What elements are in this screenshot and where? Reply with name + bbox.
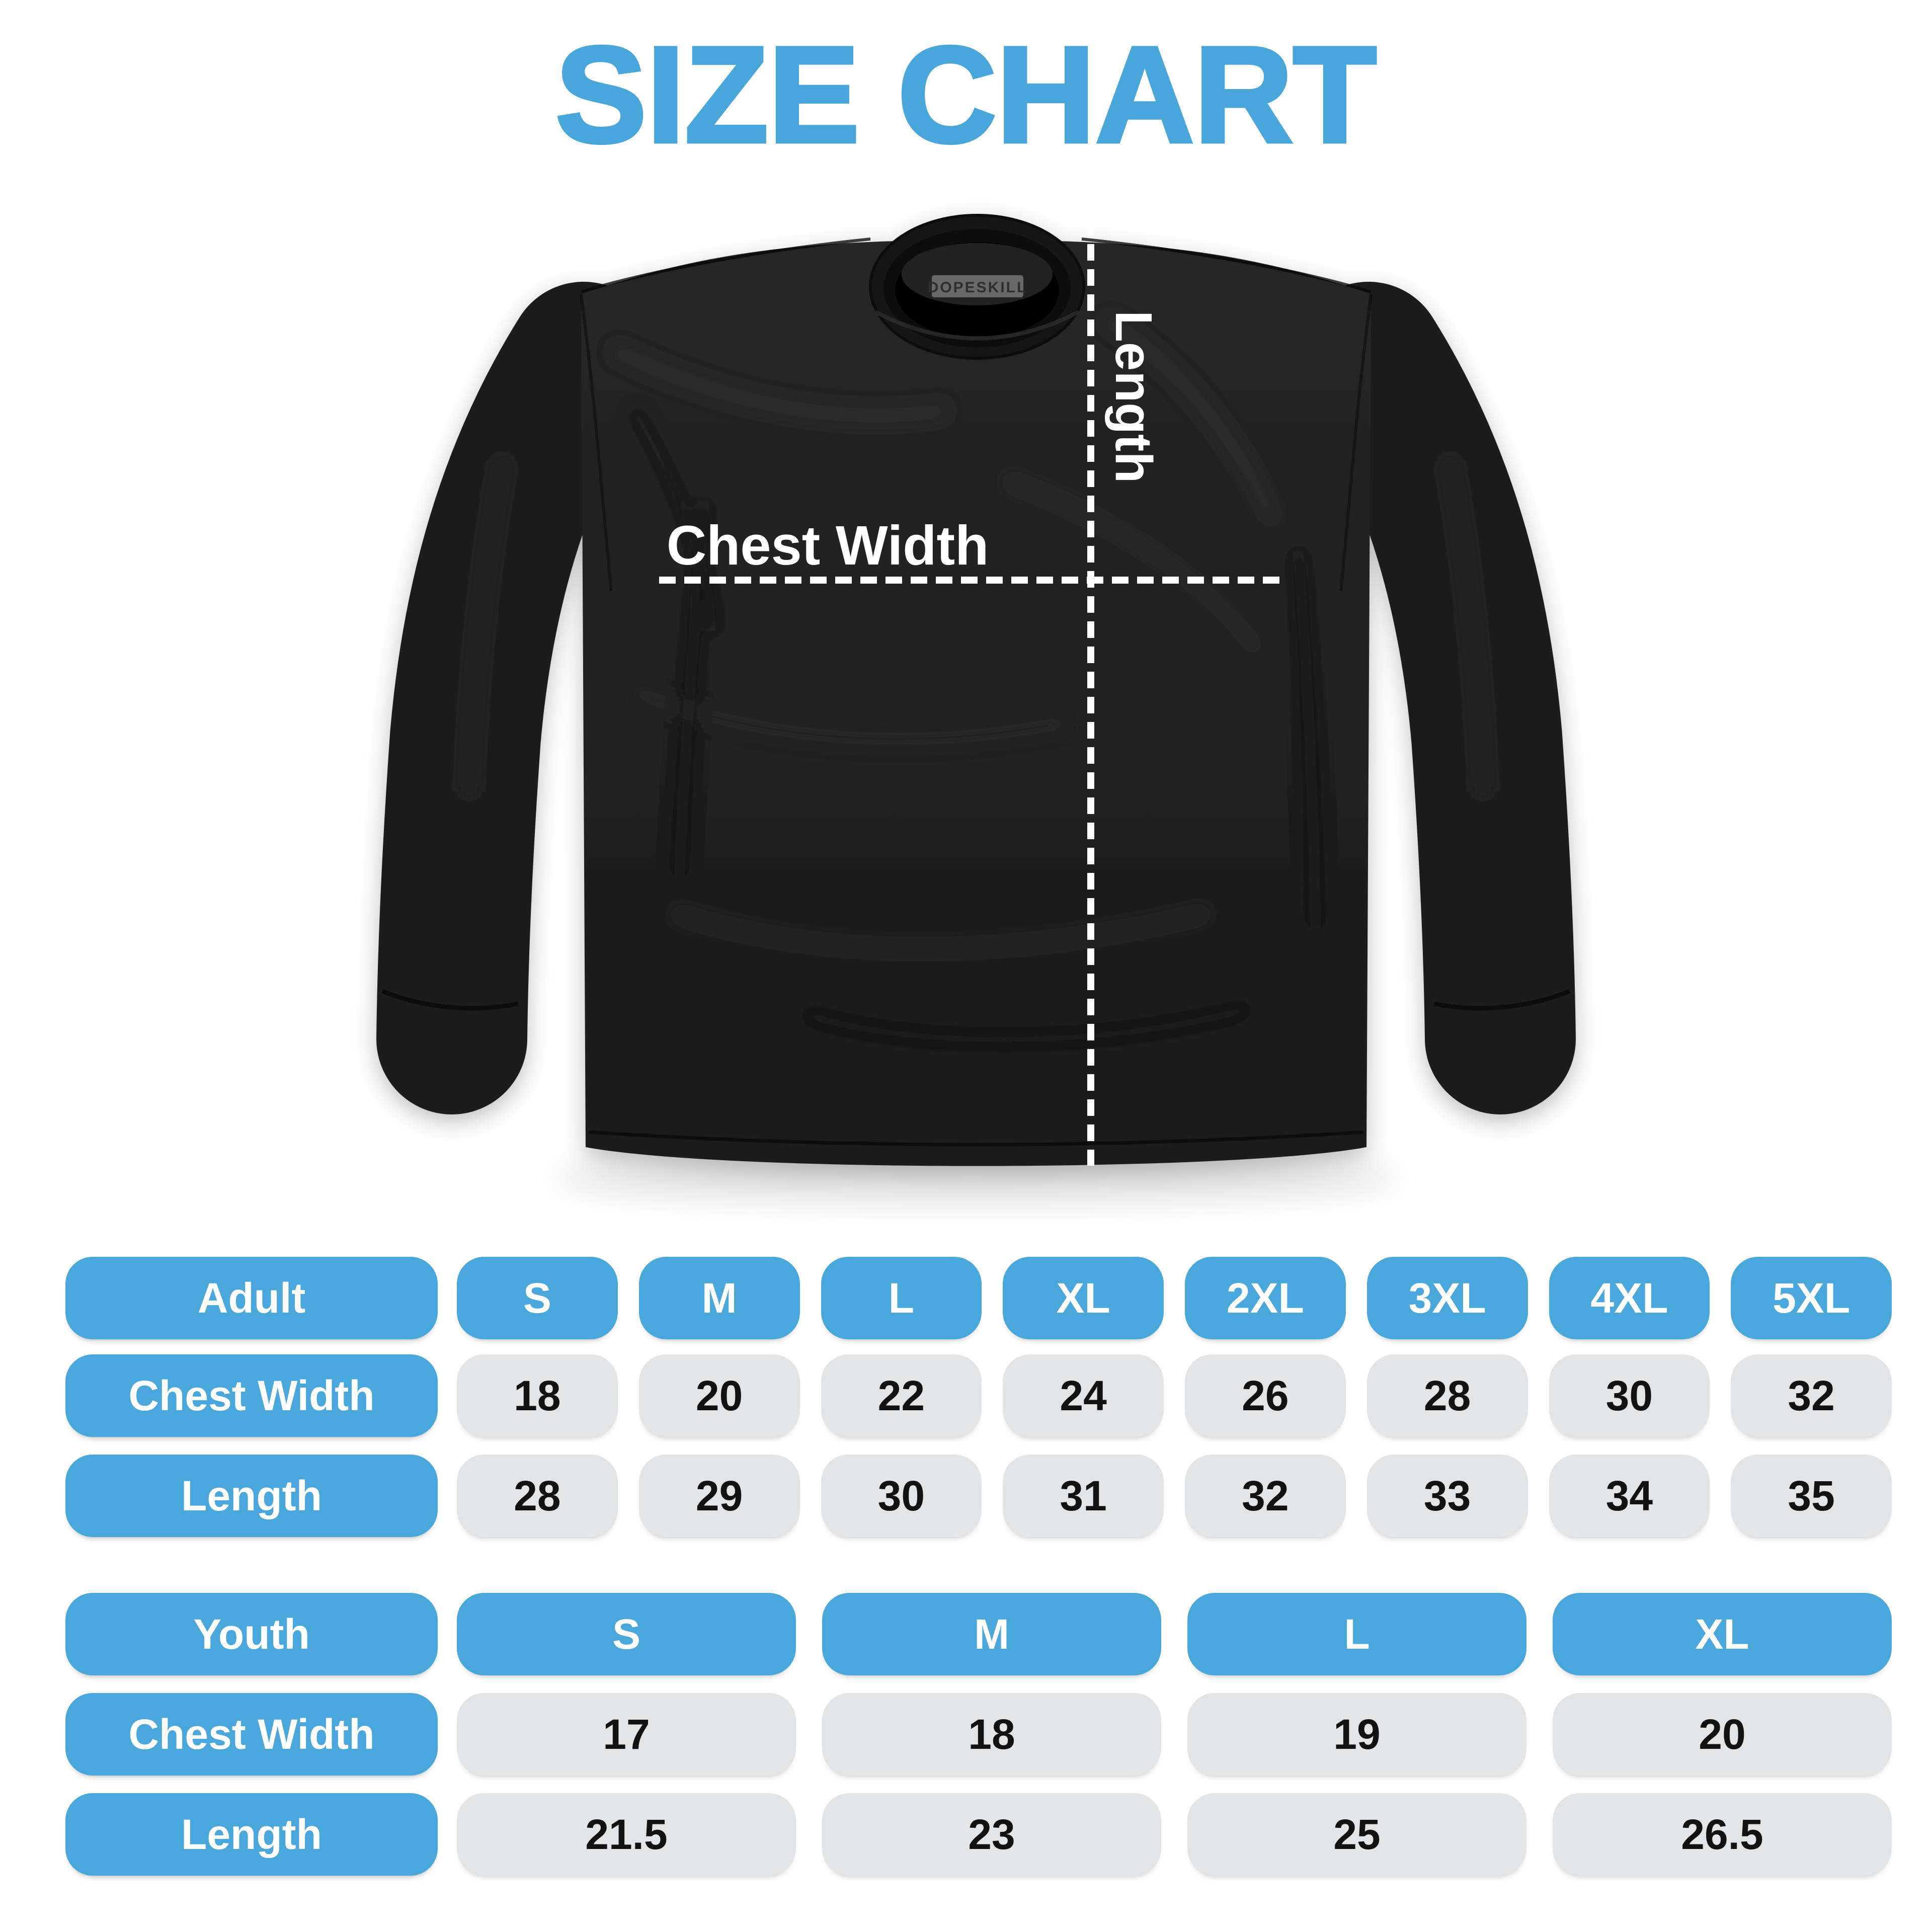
youth-chest-width-value: 19 bbox=[1187, 1693, 1526, 1776]
youth-header-row: Youth S M L XL bbox=[65, 1593, 1892, 1675]
shirt-diagram: DOPESKILL Chest Width Length bbox=[352, 199, 1600, 1280]
youth-size-header-cell: L bbox=[1187, 1593, 1526, 1675]
length-label: Length bbox=[1105, 310, 1163, 483]
left-sleeve bbox=[376, 282, 659, 1114]
adult-size-header-cell: 3XL bbox=[1366, 1257, 1528, 1339]
adult-length-value: 34 bbox=[1549, 1455, 1710, 1537]
adult-length-value: 29 bbox=[638, 1455, 800, 1537]
adult-chest-width-value: 18 bbox=[457, 1354, 618, 1437]
shirt-torso bbox=[581, 240, 1371, 1166]
hem-seam bbox=[588, 1130, 1364, 1147]
adult-chest-width-value: 30 bbox=[1549, 1354, 1710, 1437]
brand-tag: DOPESKILL bbox=[928, 275, 1028, 297]
shirt-illustration: DOPESKILL Chest Width Length bbox=[376, 214, 1576, 1202]
row-label-chest-width: Chest Width bbox=[65, 1354, 438, 1437]
row-label-length: Length bbox=[65, 1793, 438, 1876]
adult-header-row: Adult S M L XL 2XL 3XL 4XL 5XL bbox=[65, 1257, 1892, 1339]
adult-length-value: 35 bbox=[1731, 1455, 1892, 1537]
adult-length-value: 33 bbox=[1366, 1455, 1528, 1537]
shirt-wrinkle-highlights bbox=[464, 315, 1488, 955]
adult-size-header-cell: 4XL bbox=[1549, 1257, 1710, 1339]
left-shoulder-seam bbox=[581, 237, 871, 293]
left-armhole-seam bbox=[580, 294, 613, 592]
adult-length-value: 31 bbox=[1003, 1455, 1164, 1537]
youth-length-value: 23 bbox=[822, 1793, 1161, 1876]
right-sleeve bbox=[1293, 282, 1576, 1114]
adult-chest-width-value: 26 bbox=[1185, 1354, 1346, 1437]
youth-chest-width-value: 17 bbox=[457, 1693, 796, 1776]
row-label-chest-width: Chest Width bbox=[65, 1693, 438, 1776]
adult-size-header-cell: M bbox=[638, 1257, 800, 1339]
adult-chest-width-value: 20 bbox=[638, 1354, 800, 1437]
left-cuff-seam bbox=[381, 989, 519, 1011]
adult-table-title: Adult bbox=[65, 1257, 438, 1339]
youth-chest-width-value: 20 bbox=[1553, 1693, 1892, 1776]
adult-length-value: 30 bbox=[821, 1455, 982, 1537]
youth-length-value: 26.5 bbox=[1553, 1793, 1892, 1876]
youth-length-value: 25 bbox=[1187, 1793, 1526, 1876]
right-armhole-seam bbox=[1339, 294, 1373, 592]
right-cuff-seam bbox=[1433, 989, 1571, 1011]
adult-chest-width-value: 24 bbox=[1003, 1354, 1164, 1437]
adult-chest-width-value: 32 bbox=[1731, 1354, 1892, 1437]
adult-size-header-cell: 2XL bbox=[1185, 1257, 1346, 1339]
chest-width-label: Chest Width bbox=[667, 515, 989, 577]
youth-length-value: 21.5 bbox=[457, 1793, 796, 1876]
adult-length-value: 28 bbox=[457, 1455, 618, 1537]
shirt-body-group: DOPESKILL bbox=[376, 214, 1576, 1166]
youth-length-row: Length 21.5 23 25 26.5 bbox=[65, 1793, 1892, 1876]
adult-chest-width-row: Chest Width 18 20 22 24 26 28 30 32 bbox=[65, 1354, 1892, 1437]
adult-size-header-cell: XL bbox=[1003, 1257, 1164, 1339]
youth-length-values: 21.5 23 25 26.5 bbox=[457, 1793, 1892, 1876]
youth-size-header-cell: XL bbox=[1553, 1593, 1892, 1675]
brand-tag-label: DOPESKILL bbox=[928, 279, 1028, 296]
youth-chest-width-values: 17 18 19 20 bbox=[457, 1693, 1892, 1776]
adult-size-header-cell: S bbox=[457, 1257, 618, 1339]
youth-chest-width-row: Chest Width 17 18 19 20 bbox=[65, 1693, 1892, 1776]
youth-table-title: Youth bbox=[65, 1593, 438, 1675]
page-title: SIZE CHART bbox=[554, 18, 1379, 171]
adult-chest-width-values: 18 20 22 24 26 28 30 32 bbox=[457, 1354, 1892, 1437]
row-label-length: Length bbox=[65, 1455, 438, 1537]
adult-size-header-cell: L bbox=[821, 1257, 982, 1339]
youth-chest-width-value: 18 bbox=[822, 1693, 1161, 1776]
adult-chest-width-value: 28 bbox=[1366, 1354, 1528, 1437]
right-shoulder-seam bbox=[1081, 237, 1372, 293]
shirt-ground-shadow bbox=[553, 1152, 1399, 1202]
adult-length-value: 32 bbox=[1185, 1455, 1346, 1537]
youth-size-headers: S M L XL bbox=[457, 1593, 1892, 1675]
adult-size-header-cell: 5XL bbox=[1731, 1257, 1892, 1339]
adult-length-values: 28 29 30 31 32 33 34 35 bbox=[457, 1455, 1892, 1537]
adult-size-headers: S M L XL 2XL 3XL 4XL 5XL bbox=[457, 1257, 1892, 1339]
youth-size-header-cell: S bbox=[457, 1593, 796, 1675]
adult-length-row: Length 28 29 30 31 32 33 34 35 bbox=[65, 1455, 1892, 1537]
youth-size-header-cell: M bbox=[822, 1593, 1161, 1675]
adult-chest-width-value: 22 bbox=[821, 1354, 982, 1437]
shirt-wrinkle-shadows bbox=[629, 408, 1322, 1045]
